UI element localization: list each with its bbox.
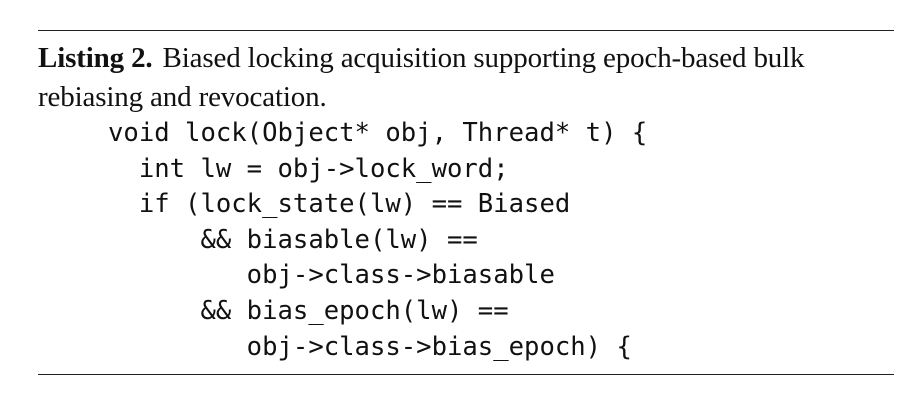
bottom-rule [38,374,894,375]
caption-line-2: rebiasing and revocation. [38,81,327,113]
code-line: && biasable(lw) == [108,224,478,255]
code-line: obj->class->bias_epoch) { [108,331,632,362]
code-line: int lw = obj->lock_word; [108,153,509,184]
caption-text-1: Biased locking acquisition supporting ep… [162,42,805,74]
code-line: if (lock_state(lw) == Biased [108,189,571,220]
top-rule [38,30,894,31]
code-line: && bias_epoch(lw) == [108,295,509,326]
caption-line-1: Listing 2. Biased locking acquisition sup… [38,39,898,78]
code-line: void lock(Object* obj, Thread* t) { [108,118,648,148]
listing-caption: Listing 2. Biased locking acquisition sup… [38,39,898,117]
code-block: void lock(Object* obj, Thread* t) { int … [108,116,647,365]
listing-label: Listing 2. [38,42,153,74]
code-line: obj->class->biasable [108,260,555,291]
